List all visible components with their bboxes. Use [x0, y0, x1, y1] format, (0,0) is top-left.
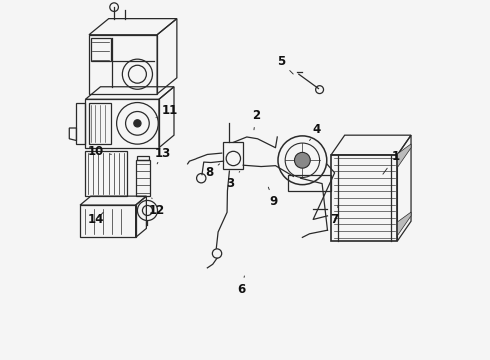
Text: 6: 6 [237, 276, 245, 296]
Text: 14: 14 [88, 212, 104, 226]
Text: 7: 7 [331, 205, 339, 226]
Polygon shape [397, 144, 411, 167]
Circle shape [134, 120, 141, 127]
Text: 2: 2 [252, 109, 260, 130]
Text: 4: 4 [310, 123, 321, 140]
Text: 9: 9 [269, 187, 278, 208]
Text: 1: 1 [383, 150, 400, 174]
Text: 13: 13 [154, 147, 171, 164]
Text: 3: 3 [226, 171, 240, 190]
Text: 11: 11 [156, 104, 178, 118]
Text: 10: 10 [88, 145, 111, 158]
Polygon shape [397, 212, 411, 235]
Text: 8: 8 [205, 164, 220, 179]
Circle shape [294, 152, 310, 168]
Text: 12: 12 [149, 198, 165, 217]
Text: 5: 5 [277, 55, 293, 74]
